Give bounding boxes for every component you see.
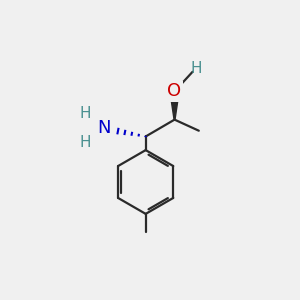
Polygon shape	[170, 92, 179, 120]
Text: N: N	[97, 119, 111, 137]
Text: H: H	[80, 135, 92, 150]
Text: H: H	[191, 61, 202, 76]
Text: O: O	[167, 82, 182, 100]
Text: H: H	[80, 106, 92, 121]
